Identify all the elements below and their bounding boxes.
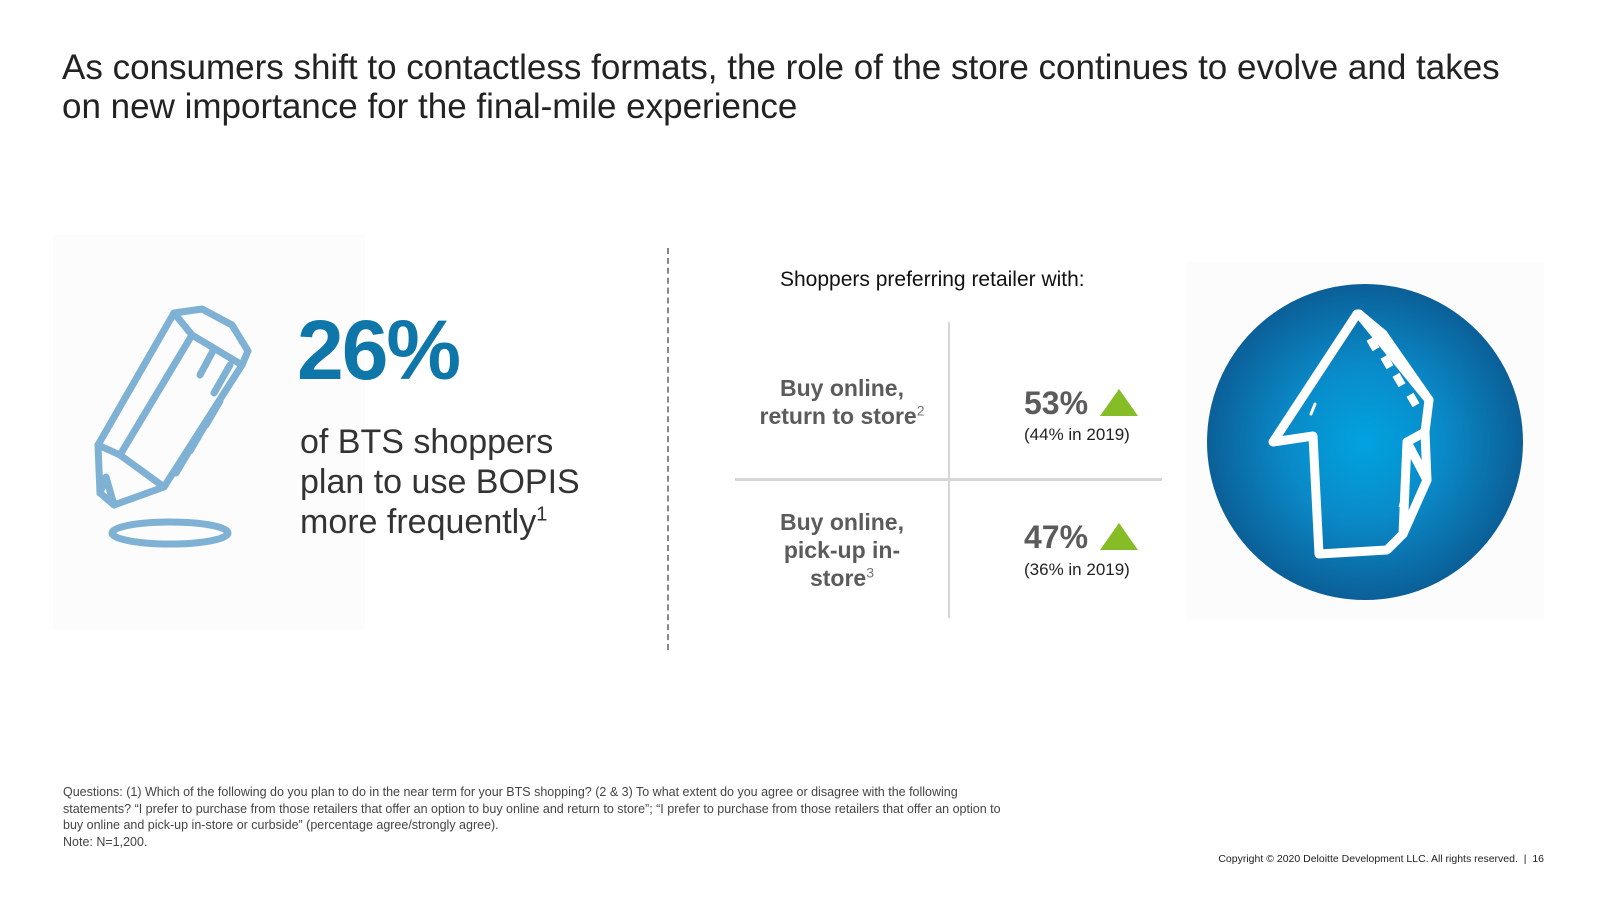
footnote: Questions: (1) Which of the following do… — [63, 784, 1023, 850]
page-title: As consumers shift to contactless format… — [62, 48, 1500, 126]
copyright-line: Copyright © 2020 Deloitte Development LL… — [1218, 853, 1544, 865]
trend-up-icon — [1100, 523, 1138, 550]
right-heading: Shoppers preferring retailer with: — [780, 268, 1085, 291]
footnote-note: Note: N=1,200. — [63, 834, 148, 849]
big-stat-description: of BTS shoppers plan to use BOPIS more f… — [300, 423, 580, 541]
footnote-marker: 2 — [916, 402, 925, 419]
table-vertical-divider — [948, 322, 950, 618]
row-label-line: store — [809, 565, 867, 591]
pencil-icon — [94, 305, 252, 548]
page-number: 16 — [1532, 853, 1544, 865]
big-stat-text: of BTS shoppers plan to use BOPIS more f… — [300, 422, 620, 542]
trend-up-icon — [1100, 389, 1138, 416]
previous-value-pickup: (36% in 2019) — [1024, 560, 1130, 579]
footnote-marker: 3 — [866, 564, 875, 581]
stat-value-pickup: 47% — [1024, 519, 1089, 555]
row-label-pickup-in-store: Buy online, pick-up in- store3 — [737, 508, 947, 592]
table-horizontal-divider — [735, 478, 1162, 481]
footnote-questions: Questions: (1) Which of the following do… — [63, 785, 1001, 832]
stat-value-return: 53% — [1024, 385, 1089, 421]
row-label-return-to-store: Buy online, return to store2 — [737, 374, 947, 430]
row-label-line: Buy online, — [780, 509, 904, 535]
section-divider — [667, 248, 669, 650]
row-label-line: return to store — [759, 403, 917, 429]
copyright-text: Copyright © 2020 Deloitte Development LL… — [1218, 853, 1518, 865]
row-label-line: pick-up in- — [783, 537, 901, 563]
row-label-line: Buy online, — [780, 375, 904, 401]
big-stat-value: 26% — [297, 303, 461, 397]
footnote-marker: 1 — [536, 503, 548, 526]
up-arrow-circle-icon — [1268, 309, 1434, 559]
previous-value-return: (44% in 2019) — [1024, 425, 1130, 444]
